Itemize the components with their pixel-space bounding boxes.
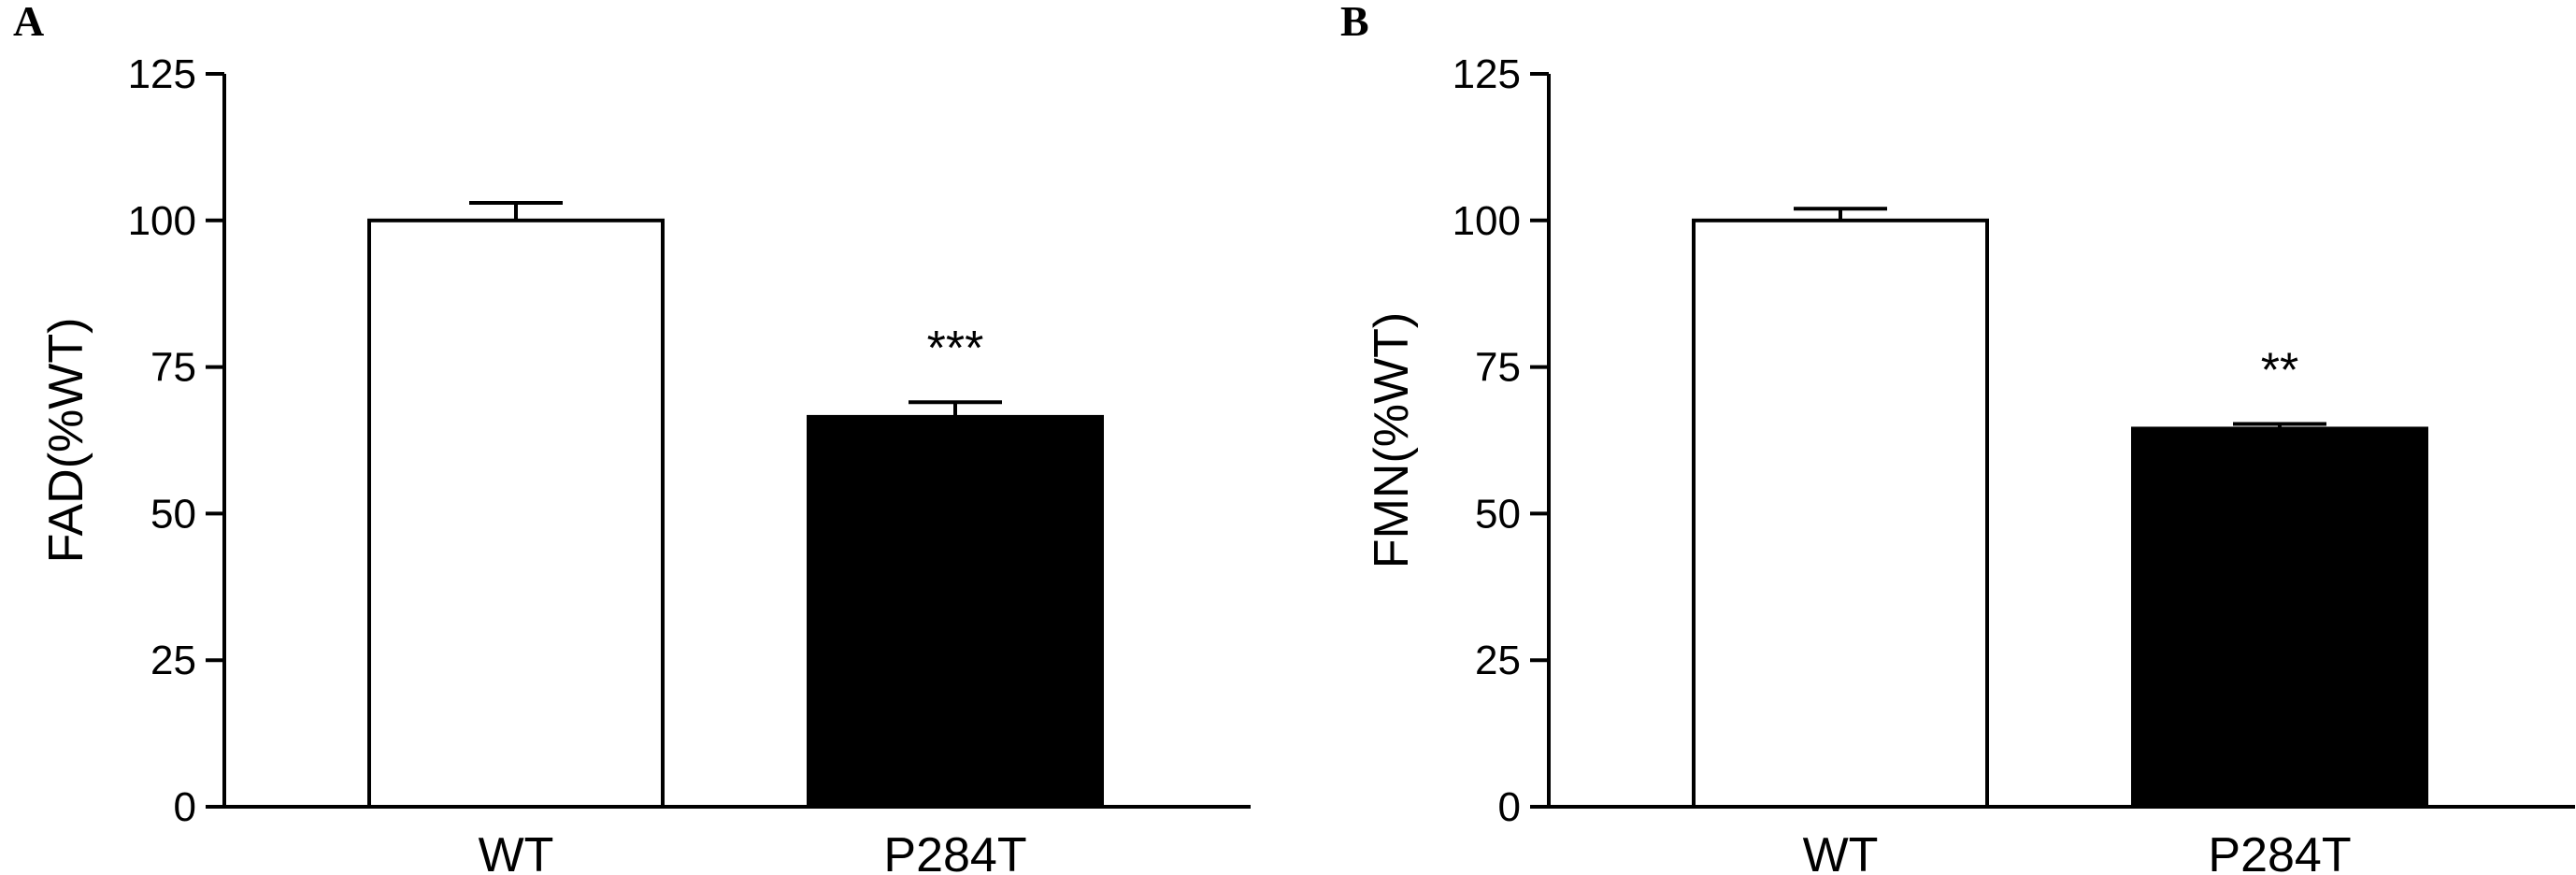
y-tick-label: 0 (1498, 784, 1521, 830)
x-tick-label: WT (479, 828, 554, 875)
y-tick-label: 100 (1453, 198, 1521, 244)
y-tick-label: 0 (174, 784, 196, 830)
chart-panel-b: B FMN(%WT) WT ** P284T 0 25 50 75 100 125 (1340, 0, 2575, 875)
bar-p284t (807, 414, 1104, 809)
y-tick-label: 50 (150, 491, 196, 537)
bar-wt (1692, 218, 1989, 810)
significance-marker: *** (927, 322, 984, 376)
panel-label: B (1340, 0, 1369, 45)
y-tick-label: 75 (1475, 345, 1521, 391)
y-axis-label: FAD(%WT) (39, 318, 93, 564)
significance-marker: ** (2261, 343, 2298, 397)
y-tick-label: 125 (128, 51, 196, 97)
bar-wt (367, 218, 665, 810)
y-tick-label: 25 (1475, 638, 1521, 683)
x-tick-label: WT (1803, 828, 1879, 875)
y-tick-label: 100 (128, 198, 196, 244)
x-tick-label: P284T (2208, 828, 2351, 875)
panel-label: A (13, 0, 44, 45)
y-tick-label: 25 (150, 638, 196, 683)
y-tick-label: 75 (150, 345, 196, 391)
x-tick-label: P284T (883, 828, 1026, 875)
y-tick-label: 50 (1475, 491, 1521, 537)
chart-panel-a: A FAD(%WT) WT *** P284T 0 25 50 75 100 125 (13, 0, 1251, 875)
bar-p284t (2131, 426, 2428, 809)
y-tick-label: 125 (1453, 51, 1521, 97)
y-axis-label: FMN(%WT) (1365, 312, 1419, 568)
